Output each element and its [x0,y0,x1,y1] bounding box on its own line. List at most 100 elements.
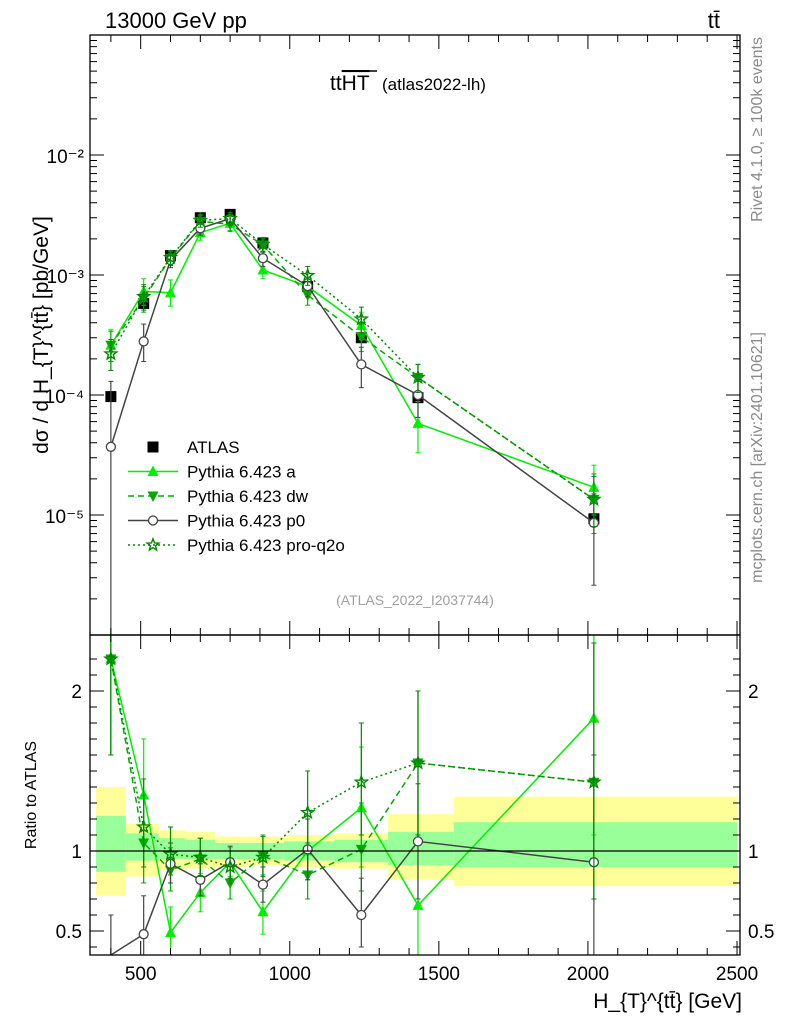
ratio-ylabel: Ratio to ATLAS [23,741,40,849]
main-ylabel-text: dσ / d H_{T}^{tt̄} [pb/GeV] [30,216,53,454]
legend: ATLAS Pythia 6.423 a Pythia 6.423 dw Pythia… [128,438,345,555]
ratio-band-inner [388,831,454,866]
main-point-pythia_dw [355,332,367,343]
ratio-xtick-label: 1000 [269,964,311,985]
ratio-point-pythia_proq2o [222,858,238,874]
main-series-pythia_dw [105,214,600,535]
legend-marker [147,465,159,476]
ratio-xtick-label: 1500 [418,964,460,985]
analysis-watermark: (ATLAS_2022_I2037744) [336,592,494,608]
ratio-series-pythia_proq2o [103,634,602,900]
main-series-pythia_proq2o [103,210,602,528]
ratio-point-pythia_a [412,899,424,910]
ratio-series-pythia_a [105,634,600,956]
header-energy-label: 13000 GeV pp [105,8,247,33]
ratio-line-pythia_a [110,658,595,935]
legend-entry-data: ATLAS [147,438,240,457]
ratio-band-inner [158,838,186,859]
ratio-point-pythia_a [165,926,177,938]
ratio-point-pythia_dw [355,844,367,856]
main-line-pythia_dw [110,220,595,501]
mcplots-label: mcplots.cern.ch [arXiv:2401.10621] [749,332,766,583]
main-ytick-label: 10⁻⁴ [45,387,84,408]
rivet-label: Rivet 4.1.0, ≥ 100k events [749,37,766,222]
legend-entry-pythia_a: Pythia 6.423 a [128,463,296,482]
main-point-pythia_proq2o [103,345,119,361]
main-point-pythia_proq2o [353,310,370,326]
x-axis-label: H_{T}^{tt̄} [GeV] [593,990,742,1013]
legend-entry-pythia_proq2o: Pythia 6.423 pro-q2o [128,536,345,555]
main-point-pythia_proq2o [586,491,602,507]
legend-label: ATLAS [187,438,240,457]
main-point-pythia_p0 [257,253,269,264]
ratio-point-pythia_p0 [412,836,424,847]
main-point-pythia_proq2o [192,212,209,228]
ratio-point-pythia_a [257,905,269,917]
ratio-xtick-label: 500 [125,964,157,985]
legend-entry-pythia_dw: Pythia 6.423 dw [128,487,309,506]
ratio-point-pythia_proq2o [410,754,426,770]
ratio-line-pythia_p0 [110,840,594,956]
plot-title-sub: (atlas2022-lh) [382,75,486,94]
main-axes: 10⁻² 10⁻³ 10⁻⁴ 10⁻⁵ [45,35,740,636]
ratio-xtick-label: 2000 [567,964,609,985]
ratio-ytick-label: 1 [71,842,82,863]
main-ytick-label: 10⁻² [47,147,85,168]
main-point-pythia_a [412,417,424,428]
ratio-point-pythia_proq2o [135,818,152,834]
ratio-panel-frame [89,634,741,956]
legend-marker [147,441,159,453]
ratio-point-pythia_proq2o [299,804,316,820]
main-ytick-label: 10⁻³ [47,267,85,288]
plot-title-prefix: tt [330,72,342,95]
ratio-ytick-label-right: 0.5 [748,922,774,943]
main-point-pythia_a [257,264,269,275]
ratio-point-pythia_proq2o [162,845,179,861]
legend-marker [147,515,159,526]
ratio-point-pythia_p0 [356,909,367,921]
legend-label: Pythia 6.423 dw [187,487,309,506]
ratio-point-pythia_proq2o [586,773,602,789]
ratio-point-pythia_proq2o [255,849,271,865]
main-ytick-label: 10⁻⁵ [45,507,84,528]
main-point-pythia_proq2o [222,210,238,226]
main-point-pythia_proq2o [162,249,179,265]
main-point-pythia_proq2o [299,267,316,283]
main-point-pythia_proq2o [410,369,426,385]
plot-title: ttHT (atlas2022-lh) [330,70,486,95]
main-panel-marks [103,208,602,636]
ratio-ytick-label-right: 2 [748,682,759,703]
legend-marker [145,536,161,552]
legend-marker [147,491,159,502]
main-point-pythia_proq2o [135,288,152,304]
ratio-axes: 500 1000 1500 2000 2500 0.5 0.5 1 1 2 2 [56,635,774,985]
main-series-data [105,208,600,525]
legend-entry-pythia_p0: Pythia 6.423 p0 [128,512,305,531]
legend-label: Pythia 6.423 a [187,463,296,482]
main-point-pythia_a [165,286,177,298]
legend-label: Pythia 6.423 p0 [187,512,305,531]
ratio-point-pythia_p0 [138,929,149,940]
ratio-point-pythia_proq2o [353,774,370,789]
ratio-ytick-label: 0.5 [56,922,82,943]
ratio-panel-marks [103,634,602,956]
ratio-ytick-label: 2 [71,682,82,703]
ratio-line-pythia_proq2o [110,658,594,868]
main-point-pythia_p0 [356,359,367,370]
ratio-point-pythia_proq2o [103,650,119,666]
ratio-band-inner [95,815,126,872]
main-series-pythia_a [105,216,600,516]
ratio-point-pythia_p0 [257,879,269,890]
main-point-pythia_proq2o [255,236,271,252]
ratio-point-pythia_proq2o [192,849,209,865]
ratio-ytick-label-right: 1 [748,842,759,863]
main-series-pythia_p0 [105,212,600,636]
main-ylabel: dσ / d H_{T}^{tt̄} [pb/GeV] [30,216,53,454]
ratio-xtick-label: 2500 [716,964,758,985]
plot-title-main: ttHT [330,72,370,95]
main-line-pythia_proq2o [110,217,595,501]
ratio-point-pythia_dw [224,878,236,889]
main-line-pythia_p0 [110,217,595,524]
